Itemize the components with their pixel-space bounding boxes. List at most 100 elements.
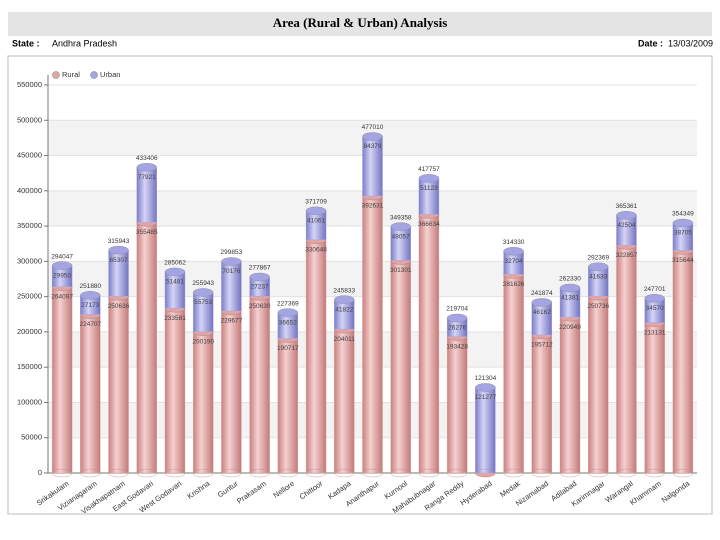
- bar-segment: [644, 322, 665, 474]
- data-label: 41633: [589, 273, 607, 280]
- y-tick-label: 300000: [17, 256, 42, 265]
- data-label: 32704: [505, 258, 523, 265]
- y-tick-label: 50000: [21, 433, 42, 442]
- data-label: 51123: [420, 185, 438, 192]
- data-label: 27173: [81, 302, 99, 309]
- state-label: State :: [12, 38, 40, 48]
- y-tick-label: 150000: [17, 362, 42, 371]
- segment-cap: [531, 298, 553, 307]
- data-label: 220949: [559, 324, 581, 331]
- bar-segment: [531, 302, 553, 336]
- bar-segment: [80, 314, 101, 474]
- data-label: 392631: [362, 203, 384, 210]
- total-label: 371709: [305, 198, 327, 205]
- data-label: 190717: [277, 345, 299, 352]
- bar-base: [136, 468, 157, 478]
- bar-base: [503, 468, 524, 478]
- total-label: 227369: [277, 300, 299, 307]
- bar-segment: [559, 316, 581, 474]
- bar-segment: [334, 299, 355, 330]
- total-label: 277867: [249, 265, 271, 272]
- data-label: 51481: [166, 279, 184, 286]
- segment-cap: [192, 288, 214, 297]
- bar-segment: [559, 287, 581, 318]
- bar-base: [559, 468, 581, 478]
- bar-segment: [249, 295, 270, 474]
- y-tick-label: 550000: [17, 80, 42, 89]
- bar-segment: [51, 286, 73, 474]
- y-tick-label: 200000: [17, 327, 42, 336]
- bar-base: [249, 468, 270, 478]
- y-tick-label: 250000: [17, 292, 42, 301]
- total-label: 262330: [559, 276, 581, 283]
- data-label: 330648: [305, 246, 327, 253]
- total-label: 477010: [362, 124, 384, 131]
- y-tick-label: 100000: [17, 397, 42, 406]
- bar-segment: [108, 295, 129, 474]
- segment-cap: [418, 174, 440, 183]
- total-label: 121304: [475, 375, 497, 382]
- data-label: 233581: [164, 315, 186, 322]
- data-label: 250636: [108, 303, 130, 310]
- data-label: 34570: [646, 305, 664, 312]
- data-label: 77921: [138, 174, 156, 181]
- bar-segment: [164, 271, 186, 309]
- bar-base: [51, 468, 73, 478]
- bar-segment: [588, 295, 609, 474]
- total-label: 294047: [51, 253, 73, 260]
- bar-segment: [672, 250, 694, 474]
- segment-cap: [503, 247, 524, 256]
- segment-cap: [644, 294, 665, 303]
- data-label: 366634: [418, 221, 440, 228]
- bar-segment: [164, 308, 186, 474]
- segment-cap: [305, 206, 327, 215]
- bar-segment: [616, 245, 637, 474]
- data-label: 121277: [475, 394, 497, 401]
- bar-base: [616, 468, 637, 478]
- state: Andhra Pradesh: [52, 38, 117, 48]
- segment-cap: [672, 218, 694, 228]
- data-label: 36652: [279, 319, 297, 326]
- bar-segment: [221, 310, 242, 474]
- bar-base: [362, 468, 383, 478]
- bar-segment: [531, 334, 553, 474]
- bar-segment: [616, 215, 637, 246]
- data-label: 204011: [334, 336, 356, 343]
- y-tick-label: 450000: [17, 151, 42, 160]
- total-label: 365361: [616, 203, 638, 210]
- segment-cap: [446, 313, 468, 323]
- data-label: 250736: [587, 303, 609, 310]
- data-label: 315644: [672, 257, 694, 264]
- segment-cap: [390, 222, 411, 231]
- total-label: 314330: [503, 239, 525, 246]
- data-label: 42504: [617, 222, 635, 229]
- data-label: 322857: [616, 252, 638, 259]
- total-label: 219704: [446, 306, 468, 313]
- segment-cap: [80, 291, 101, 300]
- segment-cap: [362, 132, 383, 141]
- data-label: 29950: [53, 272, 71, 279]
- y-tick-label: 350000: [17, 221, 42, 230]
- segment-cap: [616, 211, 637, 220]
- data-label: 200190: [192, 338, 214, 345]
- data-label: 195712: [531, 342, 553, 349]
- segment-cap: [51, 261, 73, 270]
- data-label: 229677: [221, 318, 243, 325]
- data-label: 41061: [307, 217, 325, 224]
- data-label: 250630: [249, 303, 271, 310]
- segment-cap: [249, 272, 270, 282]
- header-band: [8, 12, 712, 36]
- data-label: 301301: [390, 267, 412, 274]
- segment-cap: [334, 295, 355, 304]
- y-tick-label: 0: [38, 468, 42, 477]
- date: 13/03/2009: [668, 38, 713, 48]
- bar-segment: [588, 266, 609, 297]
- segment-cap: [475, 383, 496, 392]
- bar-base: [672, 468, 694, 478]
- title: Area (Rural & Urban) Analysis: [273, 15, 448, 30]
- data-label: 26276: [448, 325, 466, 332]
- bar-base: [221, 468, 242, 478]
- legend-label: Urban: [100, 70, 120, 79]
- total-label: 255943: [192, 280, 214, 287]
